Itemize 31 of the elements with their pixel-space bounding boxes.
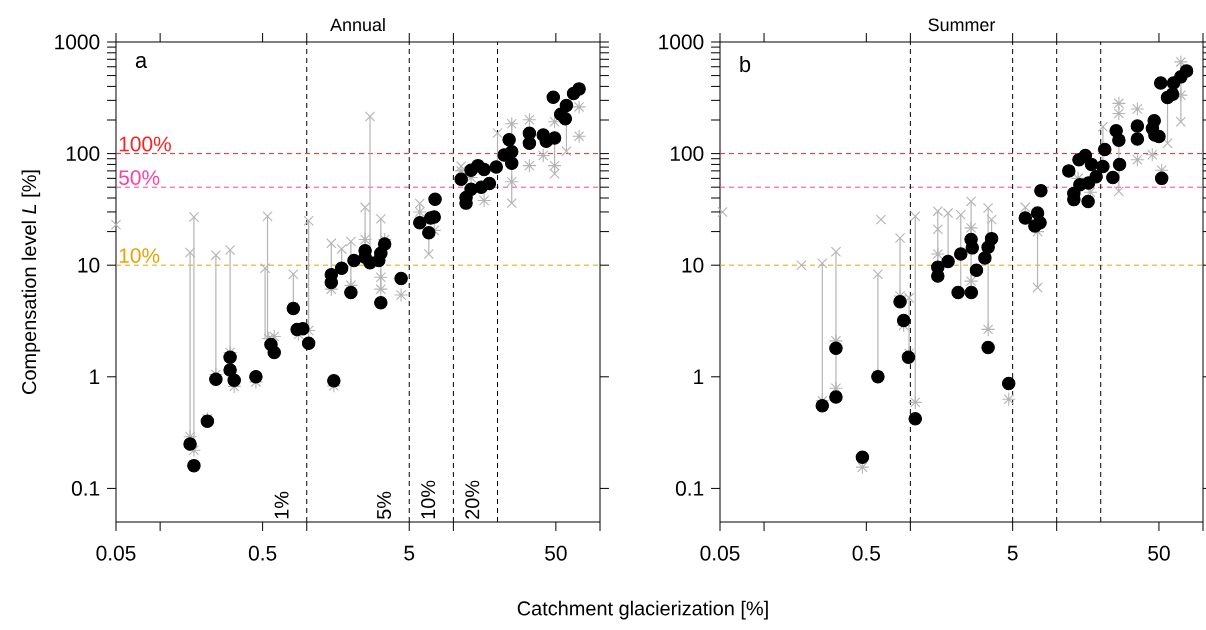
x-tick-label: 5 <box>1007 545 1018 561</box>
chart-title: Annual <box>330 18 385 32</box>
x-tick-label: 0.5 <box>852 545 880 561</box>
x-tick-label: 50 <box>545 545 567 561</box>
x-tick-label: 0.05 <box>96 545 136 561</box>
y-tick-label: 1 <box>90 369 100 384</box>
y-tick-label: 10 <box>78 257 100 273</box>
x-tick-label: 0.5 <box>248 545 277 561</box>
ref-line-label: 20% <box>465 480 480 519</box>
x-tick-label: 50 <box>1148 545 1170 561</box>
annotation: b <box>740 56 751 73</box>
y-axis-title: Compensation level L [%] <box>21 170 41 394</box>
x-tick-label: 0.05 <box>700 545 740 561</box>
chart-title: Summer <box>928 18 996 32</box>
ref-line-label: 100% <box>119 136 171 152</box>
y-tick-label: 100 <box>66 146 100 161</box>
ref-line-label: 10% <box>119 248 160 263</box>
y-tick-label: 1000 <box>55 34 100 50</box>
y-tick-label: 10 <box>682 257 704 273</box>
x-tick-label: 5 <box>404 545 415 561</box>
ref-line-label: 10% <box>421 480 436 519</box>
annotation: a <box>135 56 148 69</box>
y-tick-label: 1 <box>694 369 704 384</box>
y-tick-label: 100 <box>670 146 704 161</box>
ref-line-label: 5% <box>377 491 392 520</box>
y-tick-label: 1000 <box>659 34 704 50</box>
ref-line-label: 50% <box>119 170 160 185</box>
y-tick-label: 0.1 <box>675 481 704 496</box>
x-axis-title: Catchment glacierization [%] <box>517 600 768 620</box>
ref-line-label: 1% <box>274 491 289 519</box>
y-tick-label: 0.1 <box>71 481 100 496</box>
